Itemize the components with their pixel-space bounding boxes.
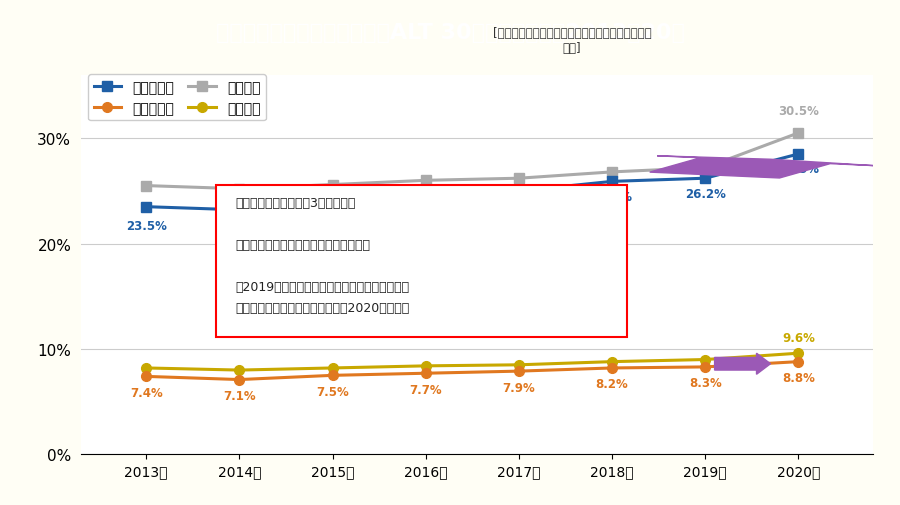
FancyBboxPatch shape bbox=[216, 185, 627, 337]
静岡県女性 bbox=[793, 359, 804, 365]
静岡県男性 bbox=[420, 194, 431, 200]
全国女性 bbox=[420, 363, 431, 369]
静岡県男性 bbox=[793, 152, 804, 158]
Text: 26.2%: 26.2% bbox=[685, 187, 725, 200]
Text: 7.1%: 7.1% bbox=[223, 389, 256, 402]
Text: 7.5%: 7.5% bbox=[316, 385, 349, 398]
全国女性 bbox=[140, 365, 151, 371]
Text: 25.9%: 25.9% bbox=[591, 190, 633, 204]
静岡県男性 bbox=[234, 208, 245, 214]
FancyArrow shape bbox=[715, 354, 770, 375]
静岡県男性 bbox=[328, 201, 338, 207]
全国女性 bbox=[700, 357, 711, 363]
静岡県女性 bbox=[328, 373, 338, 379]
Text: 9.6%: 9.6% bbox=[782, 331, 814, 344]
Line: 全国女性: 全国女性 bbox=[141, 348, 804, 375]
全国女性 bbox=[607, 359, 617, 365]
全国男性 bbox=[234, 186, 245, 192]
Text: 7.7%: 7.7% bbox=[410, 383, 442, 396]
Text: 30.5%: 30.5% bbox=[778, 105, 819, 118]
Text: 24.5%: 24.5% bbox=[405, 205, 446, 218]
Text: 23.2%: 23.2% bbox=[219, 219, 260, 232]
Text: 23.8%: 23.8% bbox=[312, 213, 353, 226]
全国女性 bbox=[328, 365, 338, 371]
Text: 8.2%: 8.2% bbox=[596, 378, 628, 391]
全国男性 bbox=[700, 165, 711, 171]
FancyArrow shape bbox=[650, 157, 874, 179]
静岡県女性 bbox=[607, 365, 617, 371]
静岡県男性 bbox=[514, 188, 525, 194]
全国男性 bbox=[140, 183, 151, 189]
Legend: 静岡県男性, 静岡県女性, 全国男性, 全国女性: 静岡県男性, 静岡県女性, 全国男性, 全国女性 bbox=[88, 75, 266, 121]
静岡県男性 bbox=[140, 204, 151, 210]
Text: [厚労省ナショナルデータベース・オープンデータ
より]: [厚労省ナショナルデータベース・オープンデータ より] bbox=[492, 26, 652, 55]
静岡県男性 bbox=[607, 179, 617, 185]
静岡県女性 bbox=[514, 368, 525, 374]
全国男性 bbox=[420, 178, 431, 184]
全国女性 bbox=[793, 350, 804, 357]
Text: 7.4%: 7.4% bbox=[130, 386, 163, 399]
Text: 8.8%: 8.8% bbox=[782, 371, 814, 384]
全国女性 bbox=[234, 367, 245, 373]
Line: 全国男性: 全国男性 bbox=[141, 129, 804, 194]
Text: 23.5%: 23.5% bbox=[126, 220, 166, 233]
全国男性 bbox=[793, 131, 804, 137]
Text: 25.0%: 25.0% bbox=[499, 200, 539, 213]
Text: 7.9%: 7.9% bbox=[502, 381, 536, 394]
静岡県男性 bbox=[700, 176, 711, 182]
Line: 静岡県男性: 静岡県男性 bbox=[141, 150, 804, 215]
Text: 28.5%: 28.5% bbox=[778, 163, 819, 176]
静岡県女性 bbox=[140, 374, 151, 380]
Text: ・男性の方が女性より3倍以上多い

・静岡県は男女ともに全国より少し低い

・2019年まで全国も静岡も男女とも微増が続い
　ていたが、コロナ禍の始まった202: ・男性の方が女性より3倍以上多い ・静岡県は男女ともに全国より少し低い ・201… bbox=[236, 197, 410, 315]
全国男性 bbox=[514, 176, 525, 182]
Text: 全国と静岡県　健診で肝酵素ALT 30超の人の割合　2013～20年: 全国と静岡県 健診で肝酵素ALT 30超の人の割合 2013～20年 bbox=[216, 23, 684, 43]
全国男性 bbox=[607, 170, 617, 176]
静岡県女性 bbox=[234, 377, 245, 383]
全国女性 bbox=[514, 362, 525, 368]
静岡県女性 bbox=[420, 371, 431, 377]
Line: 静岡県女性: 静岡県女性 bbox=[141, 357, 804, 385]
静岡県女性 bbox=[700, 364, 711, 370]
Text: 8.3%: 8.3% bbox=[688, 377, 722, 390]
全国男性 bbox=[328, 182, 338, 188]
